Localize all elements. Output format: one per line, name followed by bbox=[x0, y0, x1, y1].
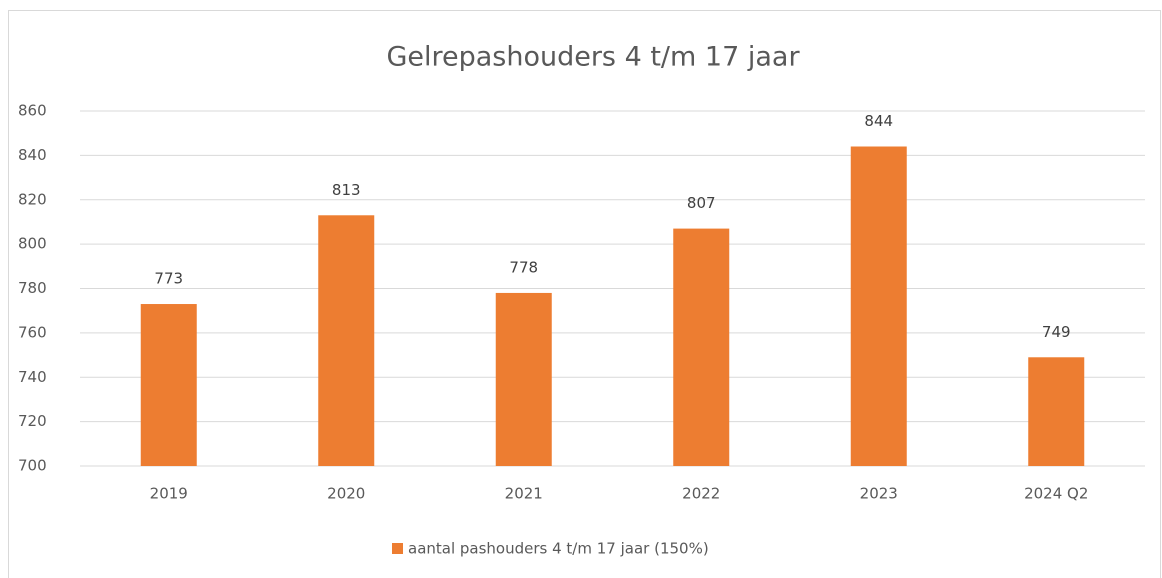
bar bbox=[1028, 357, 1085, 466]
bar bbox=[673, 228, 730, 466]
chart-border bbox=[8, 10, 1161, 578]
chart-title: Gelrepashouders 4 t/m 17 jaar bbox=[386, 42, 800, 73]
x-tick-label: 2021 bbox=[505, 485, 543, 503]
y-tick-label: 720 bbox=[18, 412, 47, 430]
data-label: 778 bbox=[509, 258, 538, 276]
legend-marker bbox=[392, 543, 403, 554]
x-tick-label: 2020 bbox=[327, 485, 365, 503]
y-tick-label: 780 bbox=[18, 279, 47, 297]
y-tick-label: 820 bbox=[18, 190, 47, 208]
y-tick-label: 840 bbox=[18, 146, 47, 164]
data-label: 844 bbox=[864, 112, 893, 130]
data-label: 749 bbox=[1042, 323, 1071, 341]
legend-label: aantal pashouders 4 t/m 17 jaar (150%) bbox=[408, 540, 709, 558]
y-tick-label: 740 bbox=[18, 368, 47, 386]
y-tick-label: 800 bbox=[18, 235, 47, 253]
bar bbox=[495, 292, 552, 466]
x-tick-label: 2023 bbox=[860, 485, 898, 503]
data-label: 773 bbox=[154, 270, 183, 288]
bar bbox=[318, 215, 375, 466]
data-label: 807 bbox=[687, 194, 716, 212]
x-tick-label: 2019 bbox=[150, 485, 188, 503]
x-tick-label: 2022 bbox=[682, 485, 720, 503]
y-tick-label: 860 bbox=[18, 102, 47, 120]
bar bbox=[850, 146, 907, 466]
y-tick-label: 760 bbox=[18, 323, 47, 341]
x-tick-label: 2024 Q2 bbox=[1024, 485, 1088, 503]
bar bbox=[140, 304, 197, 466]
y-tick-label: 700 bbox=[18, 457, 47, 475]
data-label: 813 bbox=[332, 181, 361, 199]
